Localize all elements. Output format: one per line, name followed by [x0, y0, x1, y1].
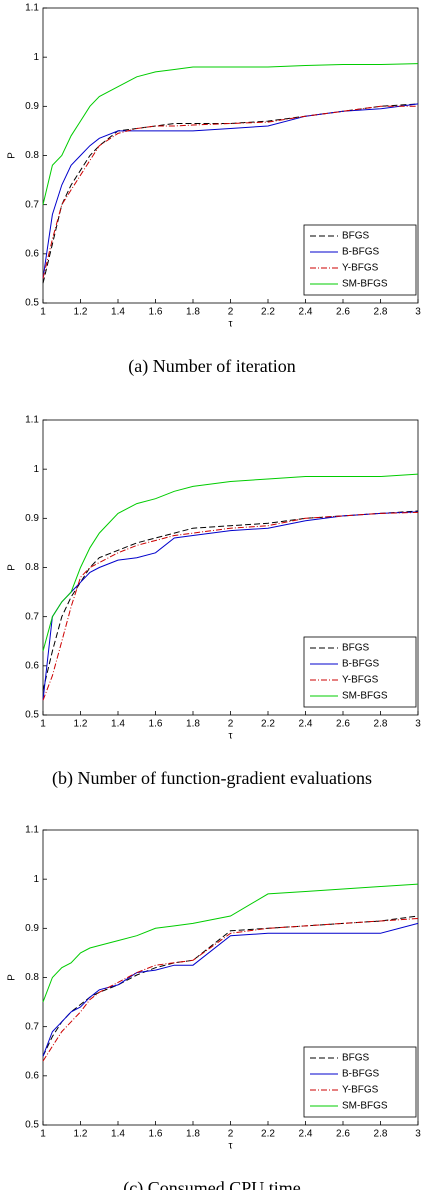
x-tick-label: 3	[415, 307, 421, 318]
y-tick-label: 1	[33, 52, 39, 63]
y-tick-label: 0.7	[25, 611, 39, 622]
x-tick-label: 2.2	[261, 719, 275, 730]
y-tick-label: 0.5	[25, 710, 39, 721]
x-tick-label: 3	[415, 719, 421, 730]
x-tick-label: 2.4	[299, 307, 313, 318]
series-line	[42, 883, 419, 1003]
series-line	[42, 511, 419, 701]
x-tick-label: 2.8	[374, 1129, 388, 1140]
legend-label: SM-BFGS	[342, 691, 388, 702]
x-tick-label: 1.4	[111, 719, 125, 730]
x-tick-label: 2.8	[374, 719, 388, 730]
y-tick-label: 0.9	[25, 923, 39, 934]
x-tick-label: 3	[415, 1129, 421, 1140]
x-tick-label: 2.8	[374, 307, 388, 318]
x-axis-label: τ	[229, 319, 233, 330]
y-axis-label: P	[7, 564, 18, 571]
x-tick-label: 2.4	[299, 719, 313, 730]
caption: (b) Number of function-gradient evaluati…	[52, 768, 372, 789]
x-tick-label: 1.2	[74, 719, 88, 730]
y-axis-label: P	[7, 974, 18, 981]
x-tick-label: 2.6	[336, 719, 350, 730]
legend-label: Y-BFGS	[342, 263, 379, 274]
caption: (a) Number of iteration	[128, 356, 295, 377]
y-tick-label: 0.9	[25, 101, 39, 112]
legend-box	[303, 636, 417, 708]
x-tick-label: 1.4	[111, 1129, 125, 1140]
caption: (c) Consumed CPU time	[123, 1178, 301, 1190]
x-tick-label: 1	[40, 307, 46, 318]
legend-label: BFGS	[342, 643, 370, 654]
series-line	[42, 918, 419, 1062]
legend-label: B-BFGS	[342, 1069, 380, 1080]
x-tick-label: 1.8	[186, 719, 200, 730]
x-axis-label: τ	[229, 731, 233, 742]
legend-label: SM-BFGS	[342, 279, 388, 290]
y-tick-label: 1	[33, 874, 39, 885]
y-tick-label: 0.7	[25, 199, 39, 210]
legend-label: B-BFGS	[342, 659, 380, 670]
x-tick-label: 1.4	[111, 307, 125, 318]
y-tick-label: 0.6	[25, 660, 39, 671]
y-tick-label: 1.1	[25, 3, 39, 14]
x-tick-label: 1	[40, 719, 46, 730]
x-tick-label: 1.8	[186, 307, 200, 318]
x-tick-label: 1.8	[186, 1129, 200, 1140]
x-axis-label: τ	[229, 1141, 233, 1152]
legend-label: B-BFGS	[342, 247, 380, 258]
y-tick-label: 1.1	[25, 415, 39, 426]
y-tick-label: 0.7	[25, 1021, 39, 1032]
x-tick-label: 1.6	[149, 307, 163, 318]
y-tick-label: 0.9	[25, 513, 39, 524]
x-tick-label: 2.4	[299, 1129, 313, 1140]
legend-label: Y-BFGS	[342, 675, 379, 686]
series-line	[42, 473, 419, 652]
y-tick-label: 0.8	[25, 972, 39, 983]
y-tick-label: 0.5	[25, 298, 39, 309]
x-tick-label: 2.6	[336, 1129, 350, 1140]
legend-box	[303, 224, 417, 296]
x-tick-label: 2	[228, 719, 234, 730]
legend-label: BFGS	[342, 1053, 370, 1064]
x-tick-label: 2.6	[336, 307, 350, 318]
x-tick-label: 2	[228, 1129, 234, 1140]
y-tick-label: 0.6	[25, 1070, 39, 1081]
y-tick-label: 0.6	[25, 248, 39, 259]
y-axis-label: P	[7, 152, 18, 159]
y-tick-label: 1	[33, 464, 39, 475]
x-tick-label: 2.2	[261, 1129, 275, 1140]
x-tick-label: 1.2	[74, 307, 88, 318]
x-tick-label: 2.2	[261, 307, 275, 318]
x-tick-label: 1.6	[149, 719, 163, 730]
series-line	[42, 922, 419, 1057]
y-tick-label: 0.8	[25, 562, 39, 573]
series-line	[42, 105, 418, 279]
y-tick-label: 0.8	[25, 150, 39, 161]
series-line	[42, 63, 419, 205]
legend-box	[303, 1046, 417, 1118]
legend-label: BFGS	[342, 231, 370, 242]
x-tick-label: 2	[228, 307, 234, 318]
legend-label: SM-BFGS	[342, 1101, 388, 1112]
y-tick-label: 0.5	[25, 1120, 39, 1131]
y-tick-label: 1.1	[25, 825, 39, 836]
legend-label: Y-BFGS	[342, 1085, 379, 1096]
x-tick-label: 1.6	[149, 1129, 163, 1140]
x-tick-label: 1.2	[74, 1129, 88, 1140]
x-tick-label: 1	[40, 1129, 46, 1140]
